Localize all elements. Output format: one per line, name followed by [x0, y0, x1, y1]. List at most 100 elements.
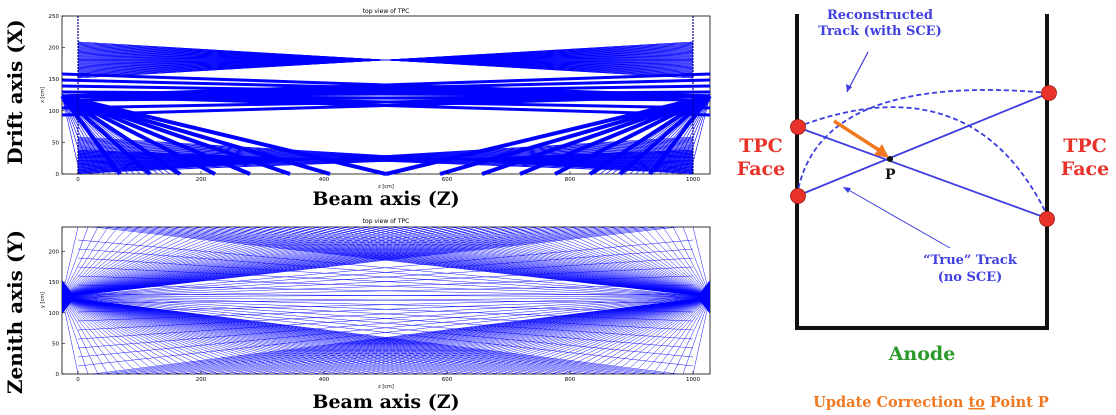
- bottom-track-line: [61, 226, 429, 298]
- point-p: [887, 156, 893, 162]
- bottom-track-line: [282, 226, 711, 298]
- true-track-2: [796, 126, 1050, 220]
- top-track-line: [61, 95, 171, 175]
- reco-label-line1: Reconstructed: [827, 8, 933, 23]
- bottom-track-line: [61, 296, 694, 340]
- bottom-track-line: [61, 296, 359, 375]
- bottom-track-line: [292, 226, 711, 298]
- bottom-track-line: [322, 296, 711, 375]
- top-track-line: [659, 95, 711, 175]
- bottom-track-line: [222, 226, 711, 298]
- bottom-y-tick-label: 200: [49, 250, 60, 256]
- bottom-y-tick-label: 150: [49, 280, 60, 286]
- bottom-track-line: [61, 226, 89, 298]
- bottom-track-line: [262, 226, 711, 298]
- left-tpc-face-line1: TPC: [739, 135, 783, 157]
- update-correction-post: Point P: [985, 394, 1049, 411]
- bottom-track-line: [61, 296, 229, 375]
- bottom-track-line: [61, 296, 599, 375]
- bottom-track-line: [61, 226, 529, 298]
- bottom-track-line: [542, 296, 711, 375]
- update-correction-pre: Update Correction: [813, 394, 968, 411]
- top-y-tick-label: 150: [49, 77, 60, 83]
- top-bold-track: [61, 94, 711, 117]
- bottom-track-line: [61, 296, 589, 375]
- bottom-track-line: [672, 226, 711, 298]
- bottom-track-line: [61, 226, 469, 298]
- top-plot-x-ticks: 0 200 400 600 800 1000: [76, 171, 700, 183]
- bottom-plot-title: top view of TPC: [363, 218, 410, 225]
- top-track-line: [635, 95, 711, 175]
- bottom-track-line: [61, 226, 149, 298]
- bottom-track-line: [212, 296, 711, 375]
- bottom-track-line: [77, 296, 711, 313]
- bottom-plot: top view of TPC z [cm] y [cm] 0 200 400 600…: [3, 218, 711, 413]
- bottom-track-line: [362, 226, 711, 298]
- bottom-track-line: [242, 296, 711, 375]
- bottom-track-line: [252, 226, 711, 298]
- bottom-track-line: [61, 296, 259, 375]
- bottom-track-line: [61, 296, 309, 375]
- top-track-line: [61, 95, 105, 175]
- bottom-track-line: [302, 296, 711, 375]
- bottom-track-line: [272, 296, 711, 375]
- bottom-track-line: [162, 296, 711, 375]
- bottom-track-line: [61, 226, 539, 298]
- bottom-track-line: [61, 296, 99, 375]
- top-bold-track: [439, 94, 711, 176]
- bottom-track-line: [372, 226, 711, 298]
- top-bold-track: [554, 94, 711, 176]
- top-track-line: [599, 95, 711, 175]
- bottom-track-line: [462, 296, 711, 375]
- bottom-track-line: [61, 296, 694, 313]
- bottom-track-line: [352, 296, 711, 375]
- bottom-track-line: [682, 296, 711, 375]
- bottom-x-tick-label: 0: [76, 377, 80, 383]
- top-track-line: [617, 95, 711, 175]
- bottom-track-line: [61, 226, 139, 298]
- top-bold-track: [61, 94, 331, 176]
- bottom-track-line: [61, 266, 694, 298]
- top-track-line: [61, 95, 165, 175]
- bottom-track-line: [682, 226, 711, 298]
- bottom-track-line: [61, 239, 694, 298]
- bottom-track-line: [61, 296, 429, 375]
- top-y-tick-label: 250: [49, 14, 60, 20]
- bottom-track-line: [61, 296, 469, 375]
- bottom-track-line: [61, 296, 479, 375]
- top-gap: [79, 17, 692, 39]
- bottom-track-line: [61, 226, 549, 298]
- bottom-track-line: [61, 296, 419, 375]
- bottom-track-line: [77, 296, 711, 304]
- bottom-track-line: [61, 226, 189, 298]
- endpoint-right-upper: [1041, 85, 1057, 101]
- bottom-track-line: [61, 296, 399, 375]
- bottom-track-line: [392, 226, 711, 298]
- bottom-track-line: [672, 296, 711, 375]
- bottom-track-line: [602, 296, 711, 375]
- bottom-track-line: [202, 296, 711, 375]
- point-p-label: P: [885, 167, 896, 183]
- bottom-track-line: [61, 226, 559, 298]
- bottom-plot-x-ticks: 0 200 400 600 800 1000: [76, 371, 700, 383]
- bottom-track-line: [61, 226, 479, 298]
- bottom-track-line: [262, 296, 711, 375]
- bottom-y-tick-label: 100: [49, 311, 60, 317]
- bottom-track-line: [61, 296, 579, 375]
- bottom-track-line: [61, 226, 419, 298]
- bottom-track-line: [61, 296, 289, 375]
- bottom-track-line: [77, 296, 711, 367]
- top-bold-track: [519, 94, 711, 176]
- bottom-track-line: [61, 296, 339, 375]
- bottom-plot-ylabel-small: y [cm]: [40, 292, 46, 308]
- bottom-track-line: [61, 226, 459, 298]
- bottom-track-line: [612, 226, 711, 298]
- top-plot-tracks: [60, 17, 712, 176]
- top-bold-track: [61, 94, 216, 176]
- bottom-track-line: [252, 296, 711, 375]
- bottom-track-line: [622, 226, 711, 298]
- bottom-track-line: [61, 296, 129, 375]
- bottom-track-line: [432, 296, 711, 375]
- top-side-label: Drift axis (X): [3, 19, 27, 164]
